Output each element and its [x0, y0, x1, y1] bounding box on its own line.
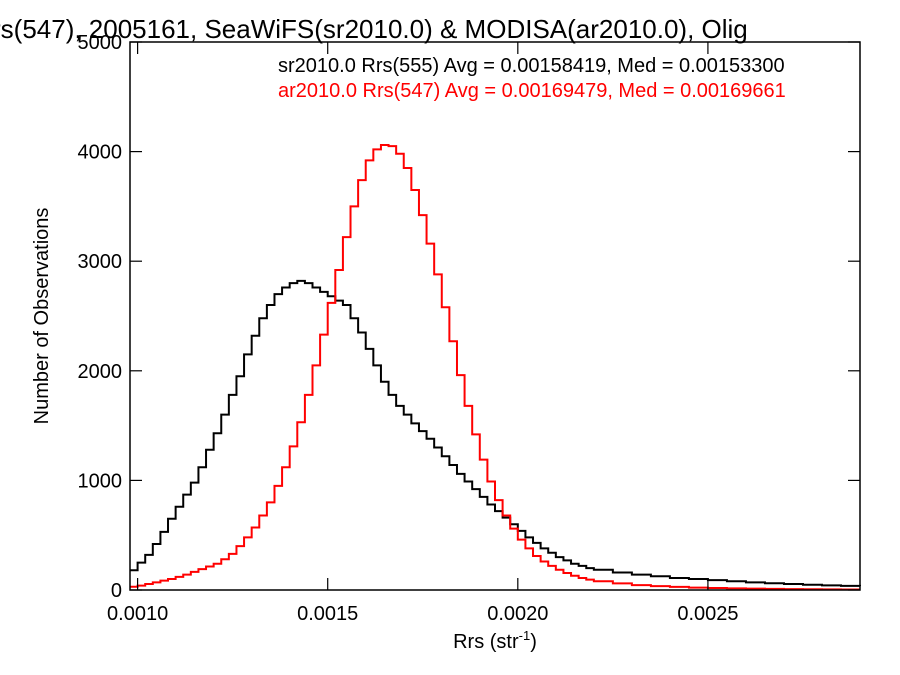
series-line-0 [130, 279, 861, 587]
y-tick-label-3: 3000 [78, 251, 123, 273]
legend: sr2010.0 Rrs(555) Avg = 0.00158419, Med … [278, 55, 786, 102]
plot-series [130, 144, 861, 591]
x-axis-label: Rrs (str-1) [453, 628, 537, 653]
legend-entry-ar2010: ar2010.0 Rrs(547) Avg = 0.00169479, Med … [278, 80, 786, 102]
x-axis-label-close: ) [530, 631, 537, 653]
y-tick-label-2: 2000 [78, 361, 123, 383]
x-axis-ticks: 0.0010 0.0015 0.0020 0.0025 [107, 42, 739, 625]
legend-entry-sr2010: sr2010.0 Rrs(555) Avg = 0.00158419, Med … [278, 55, 785, 77]
x-tick-label-0: 0.0010 [107, 603, 168, 625]
x-tick-label-1: 0.0015 [297, 603, 358, 625]
y-tick-label-0: 0 [111, 580, 122, 602]
x-axis-label-superscript: -1 [519, 628, 531, 643]
y-axis-label: Number of Observations [31, 208, 53, 425]
x-axis-label-main: Rrs (str [453, 631, 519, 653]
x-tick-label-2: 0.0020 [487, 603, 548, 625]
plot-frame [129, 41, 861, 591]
y-tick-label-4: 4000 [78, 142, 123, 164]
series-line-1 [130, 144, 860, 591]
x-tick-label-3: 0.0025 [677, 603, 738, 625]
chart-title: rs(547), 2005161, SeaWiFS(sr2010.0) & MO… [0, 14, 748, 44]
y-tick-label-1: 1000 [78, 470, 123, 492]
y-axis-ticks: 0 1000 2000 3000 4000 5000 [78, 32, 860, 602]
y-tick-label-5: 5000 [78, 32, 123, 54]
